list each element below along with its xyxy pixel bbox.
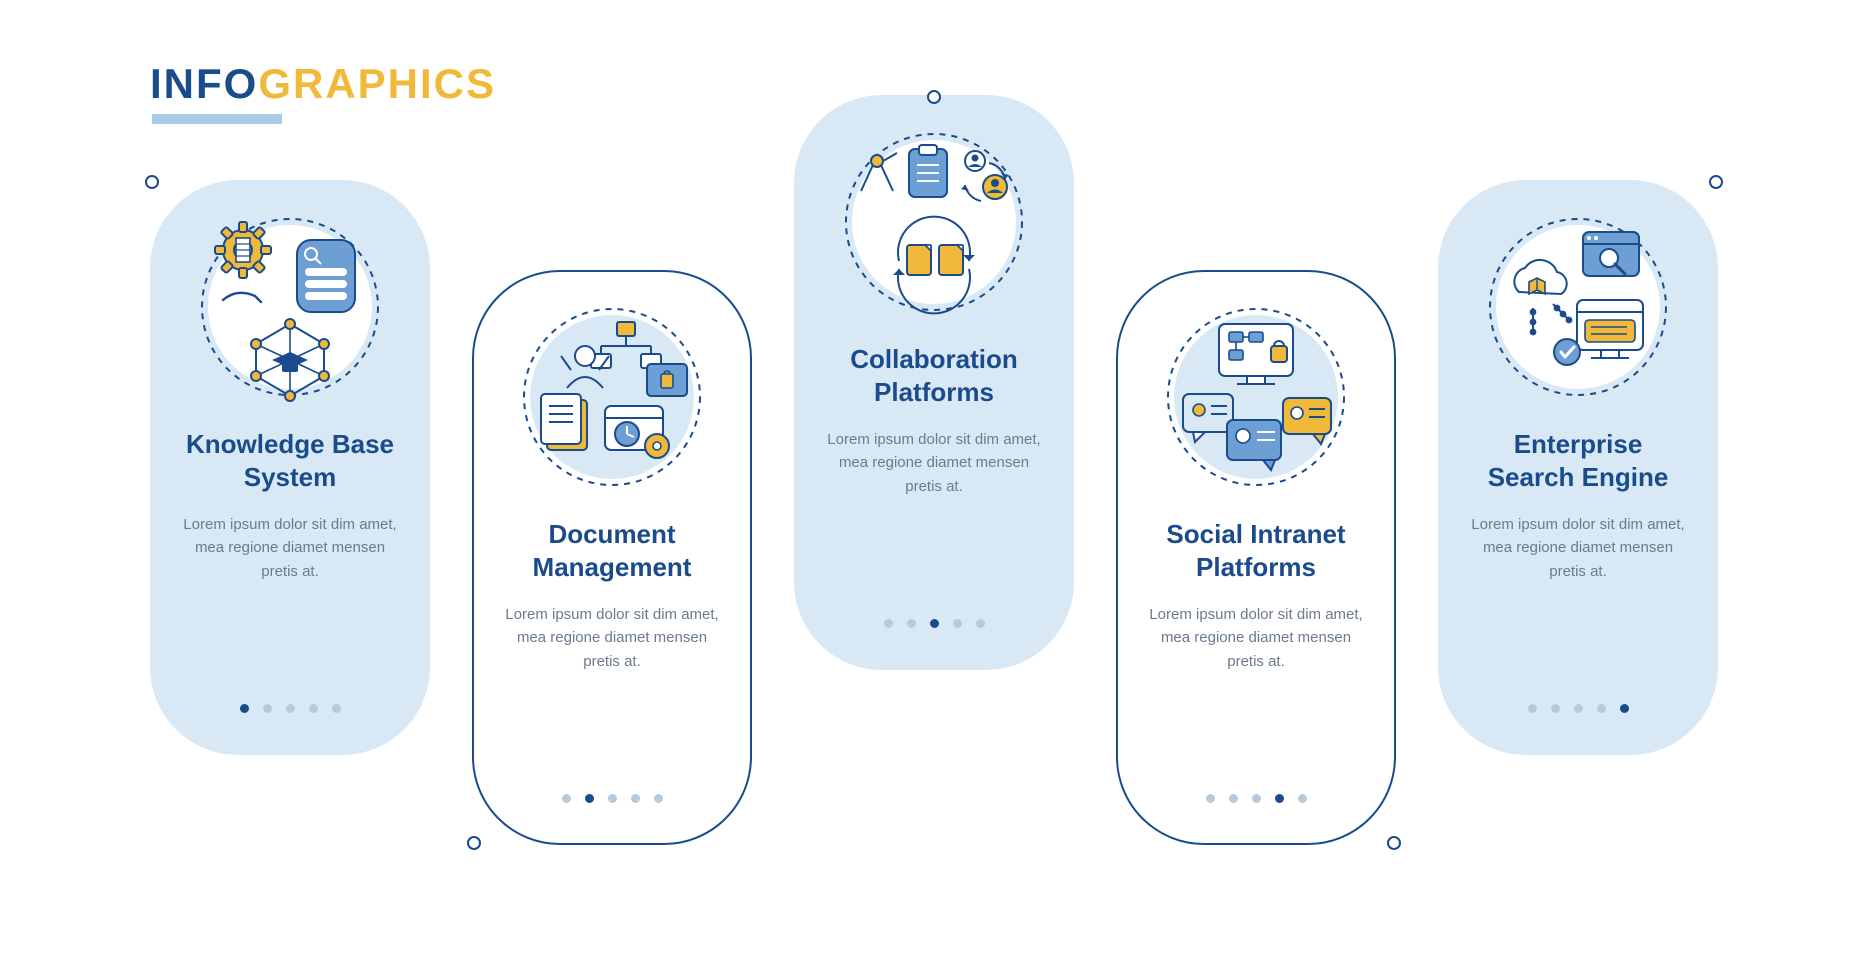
anchor-dot <box>467 836 481 850</box>
social-intranet-icon <box>1161 302 1351 492</box>
card-body: Lorem ipsum dolor sit dim amet, mea regi… <box>500 603 724 673</box>
card-document-management: Document Management Lorem ipsum dolor si… <box>472 270 752 845</box>
progress-dots <box>1528 678 1629 713</box>
card-body: Lorem ipsum dolor sit dim amet, mea regi… <box>1466 513 1690 583</box>
card-title: Collaboration Platforms <box>822 343 1046 408</box>
enterprise-search-icon <box>1483 212 1673 402</box>
cards-row: Knowledge Base System Lorem ipsum dolor … <box>150 95 1730 895</box>
card-enterprise-search: Enterprise Search Engine Lorem ipsum dol… <box>1438 180 1718 755</box>
card-title: Knowledge Base System <box>178 428 402 493</box>
progress-dots <box>562 768 663 803</box>
card-knowledge-base: Knowledge Base System Lorem ipsum dolor … <box>150 180 430 755</box>
card-collaboration: Collaboration Platforms Lorem ipsum dolo… <box>794 95 1074 670</box>
card-body: Lorem ipsum dolor sit dim amet, mea regi… <box>1144 603 1368 673</box>
card-title: Document Management <box>500 518 724 583</box>
collaboration-icon <box>839 127 1029 317</box>
card-title: Enterprise Search Engine <box>1466 428 1690 493</box>
card-title: Social Intranet Platforms <box>1144 518 1368 583</box>
progress-dots <box>884 593 985 628</box>
card-social-intranet: Social Intranet Platforms Lorem ipsum do… <box>1116 270 1396 845</box>
anchor-dot <box>145 175 159 189</box>
anchor-dot <box>1387 836 1401 850</box>
progress-dots <box>1206 768 1307 803</box>
document-management-icon <box>517 302 707 492</box>
anchor-dot <box>927 90 941 104</box>
card-body: Lorem ipsum dolor sit dim amet, mea regi… <box>178 513 402 583</box>
anchor-dot <box>1709 175 1723 189</box>
knowledge-base-icon <box>195 212 385 402</box>
progress-dots <box>240 678 341 713</box>
card-body: Lorem ipsum dolor sit dim amet, mea regi… <box>822 428 1046 498</box>
